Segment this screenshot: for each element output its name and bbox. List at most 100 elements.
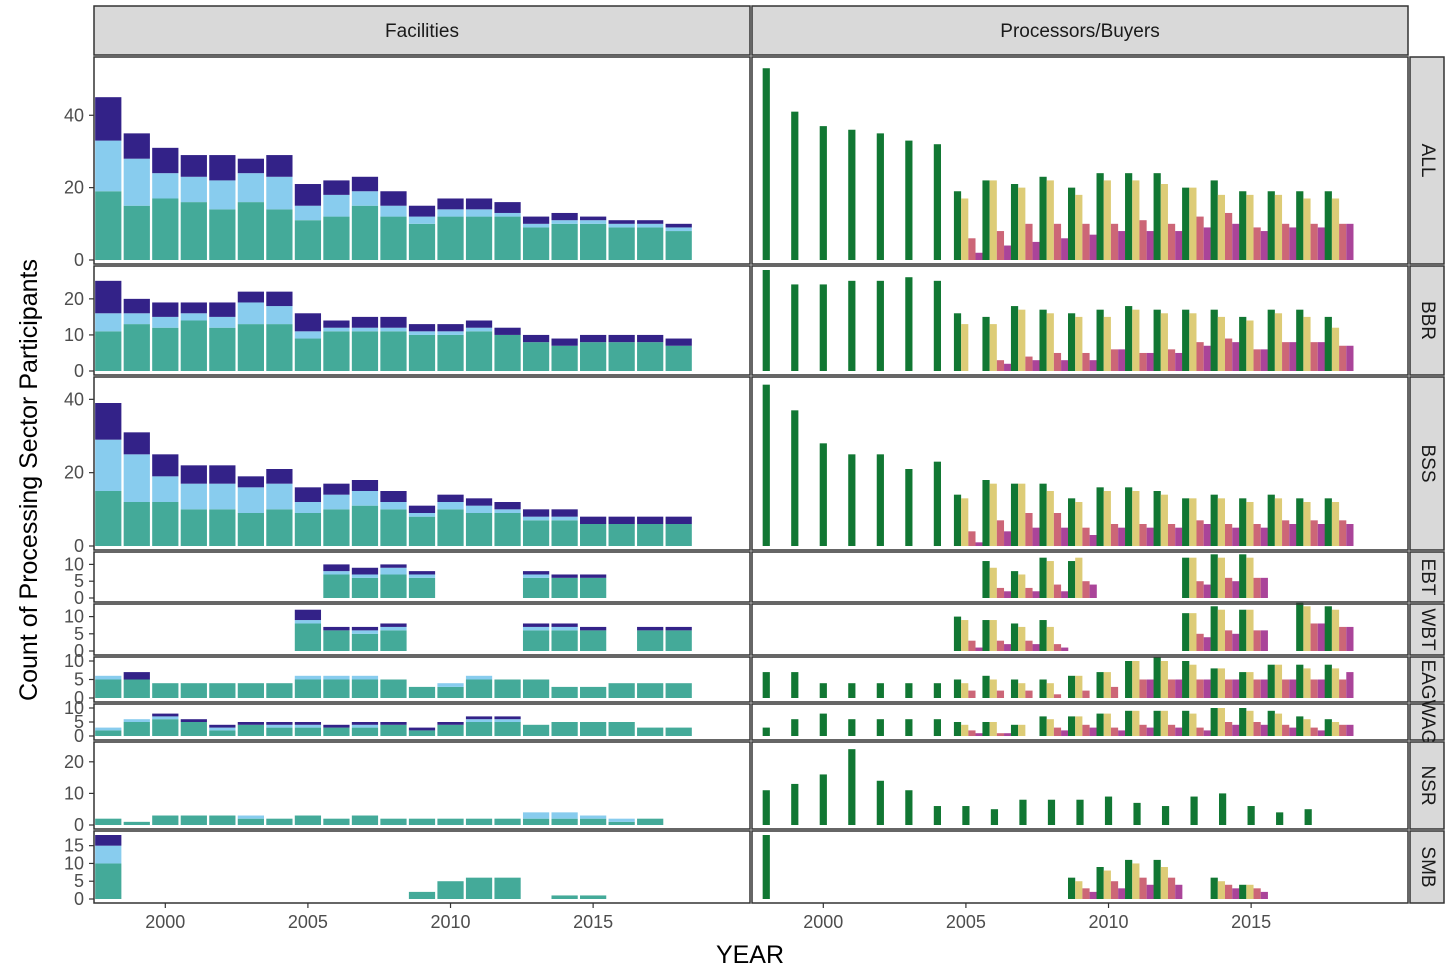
facilities-bar-segment (408, 891, 436, 899)
facilities-bar-segment (465, 679, 493, 698)
facilities-bar-segment (294, 727, 322, 736)
facilities-bar-segment (437, 722, 464, 725)
facilities-bar-segment (123, 719, 150, 722)
processor-bar (1232, 223, 1240, 260)
row-strip (1409, 265, 1445, 376)
processor-bar (1189, 664, 1197, 698)
facilities-bar-segment (152, 815, 179, 825)
y-tick-label: 0 (74, 250, 84, 270)
processor-bar (1103, 180, 1111, 260)
facilities-bar-segment (465, 198, 493, 210)
facilities-bar-segment (123, 502, 150, 546)
processor-bar (1010, 483, 1019, 546)
processor-bar (982, 620, 990, 651)
facilities-bar-segment (551, 630, 578, 651)
processor-bar (1304, 809, 1312, 825)
facilities-bar-segment (665, 345, 692, 371)
facilities-bar-segment (608, 223, 635, 228)
facilities-bar-segment (323, 564, 350, 572)
processor-bar (982, 180, 990, 260)
facilities-bar-segment (580, 686, 607, 698)
facilities-bar-segment (323, 571, 350, 575)
facilities-bar-segment (123, 454, 150, 502)
facilities-bar-segment (580, 577, 607, 598)
processor-bar (1260, 724, 1268, 736)
facilities-bar-segment (152, 716, 179, 720)
processor-bar (1232, 342, 1240, 371)
processor-bar (1331, 722, 1340, 736)
processor-bar (1246, 502, 1254, 546)
processor-bar (1153, 710, 1161, 736)
processor-bar (933, 719, 941, 736)
facilities-bar-segment (351, 331, 379, 371)
processor-bar (762, 270, 770, 371)
processor-bar (1196, 727, 1204, 736)
facilities-bar-segment (209, 155, 236, 181)
facilities-bar-segment (95, 491, 122, 546)
processor-bar (1018, 309, 1026, 371)
facilities-bar-segment (95, 97, 122, 141)
processor-bar (1196, 216, 1204, 260)
facilities-bar-segment (152, 713, 179, 717)
processor-bar (1118, 349, 1126, 371)
processor-bar (1039, 620, 1047, 651)
processor-bar (1110, 881, 1119, 899)
row-strip (1409, 603, 1445, 656)
processor-bar (1153, 173, 1161, 260)
processor-bar (953, 313, 962, 371)
processor-bar (1146, 231, 1154, 260)
facilities-bar-segment (123, 432, 150, 455)
facilities-bar-segment (380, 205, 407, 217)
processor-bar (1068, 675, 1076, 698)
facilities-bar-segment (95, 313, 122, 332)
processor-bar (961, 324, 969, 371)
facilities-bar-segment (237, 476, 264, 488)
processor-bar (1296, 498, 1304, 546)
processor-bar (1296, 716, 1304, 736)
processor-bar (1103, 491, 1111, 546)
processor-bar (1217, 881, 1226, 899)
processor-bar (1196, 633, 1204, 651)
facilities-bar-segment (637, 727, 664, 736)
facilities-bar-segment (95, 280, 122, 314)
processor-bar (1061, 527, 1069, 546)
processor-bar (1039, 309, 1047, 371)
processor-bar (762, 835, 770, 899)
facilities-bar-segment (266, 469, 293, 484)
processor-bar (933, 683, 941, 698)
panel-frame (751, 376, 1409, 551)
facilities-bar-segment (522, 679, 550, 698)
processor-bar (1260, 527, 1268, 546)
x-tick-label: 2005 (946, 912, 986, 932)
facilities-bar-segment (494, 877, 521, 899)
panel-bg (94, 742, 750, 829)
processor-bar (1160, 494, 1168, 546)
processor-bar (1046, 626, 1054, 651)
processor-bar (1317, 679, 1325, 698)
y-tick-label: 10 (64, 651, 84, 671)
processor-bar (1046, 683, 1054, 698)
facilities-bar-segment (152, 454, 179, 477)
processor-bar (1339, 679, 1347, 698)
processor-bar (1310, 342, 1318, 371)
facilities-bar-segment (465, 513, 493, 546)
processor-bar (1125, 487, 1133, 546)
facilities-bar-segment (237, 158, 264, 174)
processor-bar (1018, 724, 1026, 736)
processor-bar (1339, 626, 1347, 651)
processor-bar (1167, 349, 1176, 371)
facilities-bar-segment (180, 465, 207, 484)
processor-bar (1125, 306, 1133, 371)
facilities-bar-segment (123, 158, 150, 206)
processor-bar (1239, 316, 1247, 371)
row-strip (1409, 376, 1445, 551)
processor-bar (1331, 502, 1340, 546)
processor-bar (1139, 679, 1147, 698)
processor-bar (1310, 623, 1318, 651)
processor-bar (1217, 609, 1226, 651)
processor-bar (1303, 719, 1311, 736)
y-tick-label: 20 (64, 289, 84, 309)
facilities-bar-segment (665, 516, 692, 524)
processor-bar (1061, 238, 1069, 260)
y-tick-label: 0 (74, 361, 84, 381)
